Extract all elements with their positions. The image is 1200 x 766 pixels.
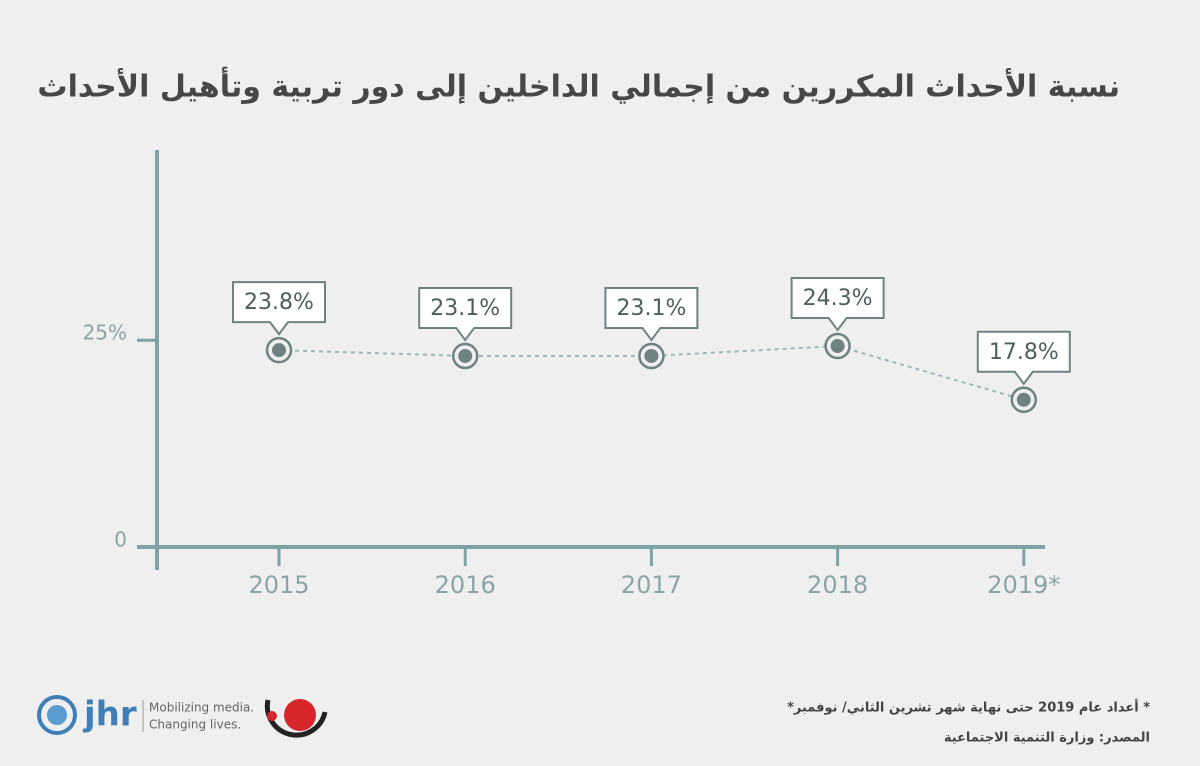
data-label: 23.1% [616, 296, 686, 321]
logo-dot [267, 711, 277, 721]
label-box [790, 277, 885, 332]
x-tick-label: 2015 [248, 571, 309, 599]
logo-ring [37, 695, 77, 735]
y-tick-label: 25% [83, 321, 127, 345]
x-tick-label: 2019* [987, 571, 1060, 599]
data-label: 24.3% [803, 286, 873, 311]
x-tick-label: 2018 [807, 571, 868, 599]
label-box [976, 330, 1071, 386]
data-label: 17.8% [989, 340, 1059, 365]
label-box [232, 281, 326, 336]
data-point [272, 343, 286, 358]
jhr-logo: jhr Mobilizing media. Changing lives. [37, 695, 254, 735]
footnote: * أعداد عام 2019 حتى نهاية شهر تشرين الث… [787, 699, 1150, 716]
data-point [1016, 392, 1031, 407]
x-tick-label: 2017 [621, 571, 682, 599]
label-box [604, 286, 699, 342]
data-label: 23.8% [244, 290, 314, 315]
logo-circle [284, 699, 316, 731]
data-label: 23.1% [430, 296, 500, 321]
data-point [458, 348, 473, 363]
label-box [418, 286, 513, 342]
source: المصدر: وزارة التنمية الاجتماعية [944, 731, 1150, 746]
tagline: Mobilizing media. [149, 701, 254, 715]
logo-text: jhr [82, 695, 137, 735]
amman-net-logo [264, 699, 328, 738]
logo-arc [264, 699, 328, 738]
tagline: Changing lives. [149, 718, 241, 732]
data-point [830, 339, 845, 354]
x-tick-label: 2016 [435, 571, 496, 599]
chart-title: نسبة الأحداث المكررين من إجمالي الداخلين… [37, 67, 1120, 105]
y-tick-label: 0 [114, 528, 127, 552]
logo-globe [47, 705, 67, 725]
data-point [644, 348, 659, 363]
